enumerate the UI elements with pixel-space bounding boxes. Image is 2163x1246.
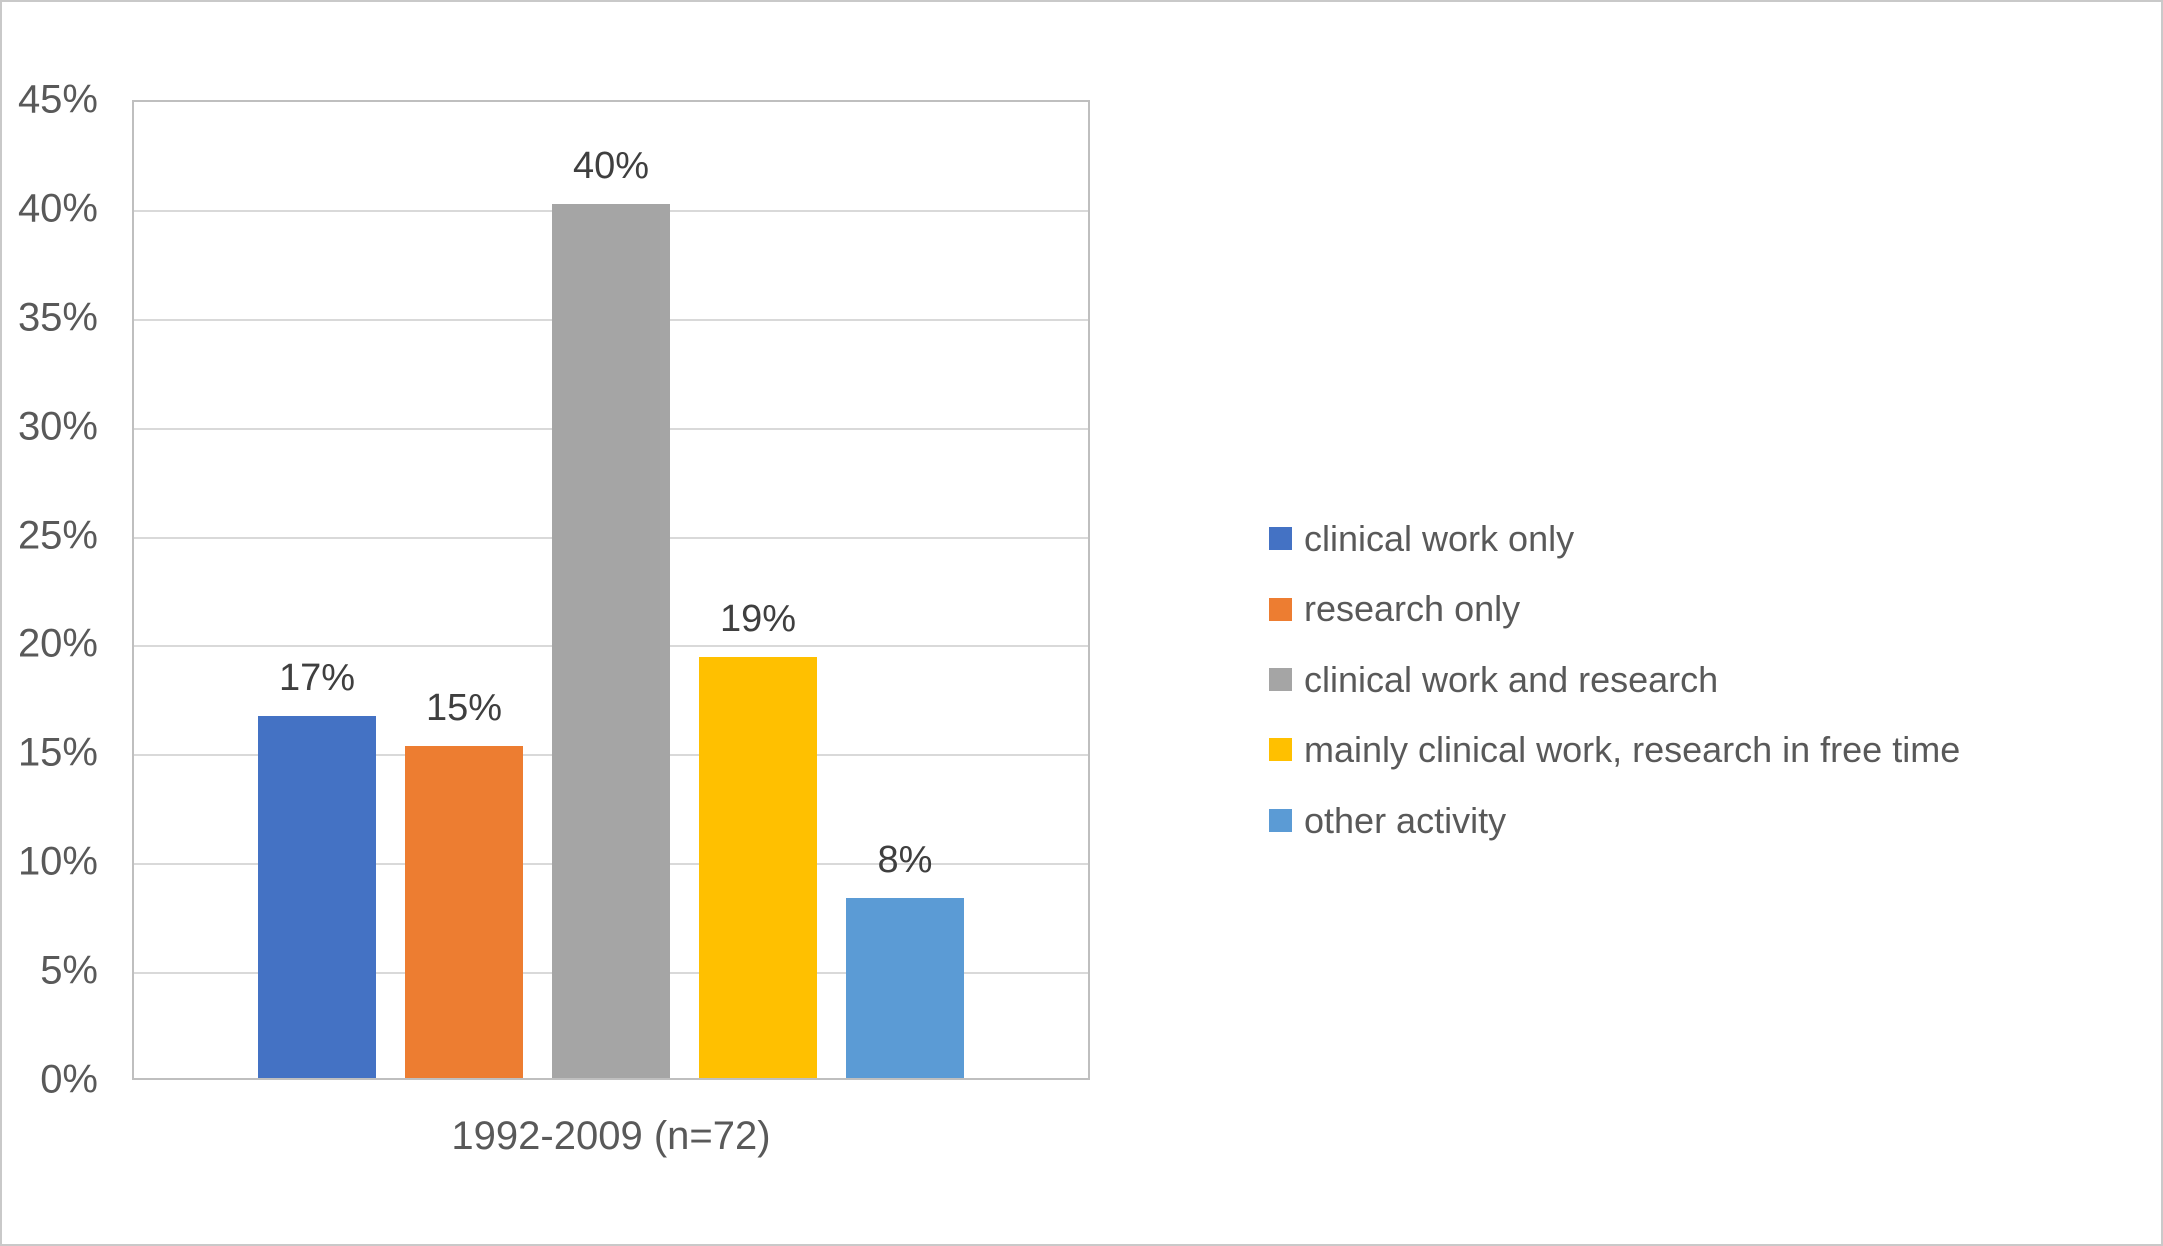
legend-swatch-icon [1269, 527, 1292, 551]
legend: clinical work only research only clinical … [1269, 518, 1960, 841]
bar-cluster: 17% 15% 40% 19% 8% [134, 102, 1088, 1078]
plot-area: 17% 15% 40% 19% 8% [132, 100, 1090, 1080]
bar [699, 657, 817, 1078]
bar-group: 19% [699, 102, 817, 1078]
x-axis-label: 1992-2009 (n=72) [451, 1114, 771, 1158]
legend-item: mainly clinical work, research in free t… [1269, 729, 1960, 770]
y-axis-tick-label: 30% [17, 404, 98, 449]
bar [552, 203, 670, 1078]
legend-label: mainly clinical work, research in free t… [1304, 729, 1961, 771]
y-axis-tick-label: 10% [17, 839, 98, 884]
legend-label: clinical work only [1304, 518, 1575, 559]
bar-data-label: 19% [719, 598, 797, 641]
legend-swatch-icon [1269, 667, 1292, 691]
y-axis-tick-label: 20% [17, 621, 98, 666]
legend-item: other activity [1269, 800, 1960, 841]
bar-group: 40% [552, 102, 670, 1078]
legend-item: research only [1269, 588, 1960, 629]
legend-item: clinical work and research [1269, 659, 1960, 700]
legend-swatch-icon [1269, 808, 1292, 832]
bar-data-label: 40% [572, 145, 650, 188]
legend-swatch-icon [1269, 597, 1292, 621]
y-axis-tick-label: 40% [17, 186, 98, 231]
y-axis-tick-label: 25% [17, 513, 98, 558]
y-axis-tick-labels: 45% 40% 35% 30% 25% 20% 15% 10% 5% 0% [10, 78, 98, 1102]
bar-data-label: 15% [425, 687, 503, 730]
bar-group: 17% [258, 102, 376, 1078]
bar-group: 15% [405, 102, 523, 1078]
legend-item: clinical work only [1269, 518, 1960, 559]
legend-label: other activity [1304, 799, 1507, 841]
bar [258, 715, 376, 1078]
bar-data-label: 17% [278, 657, 356, 699]
bar [846, 897, 964, 1078]
legend-label: clinical work and research [1304, 658, 1719, 700]
y-axis-tick-label: 15% [17, 730, 98, 775]
bar-group: 8% [846, 102, 964, 1078]
y-axis-tick-label: 45% [17, 77, 98, 122]
y-axis-tick-label: 0% [40, 1057, 98, 1102]
y-axis-tick-label: 5% [40, 948, 98, 993]
bar [405, 746, 523, 1078]
legend-label: research only [1304, 588, 1521, 630]
legend-swatch-icon [1269, 738, 1292, 762]
y-axis-tick-label: 35% [17, 295, 98, 340]
bar-data-label: 8% [877, 839, 933, 882]
